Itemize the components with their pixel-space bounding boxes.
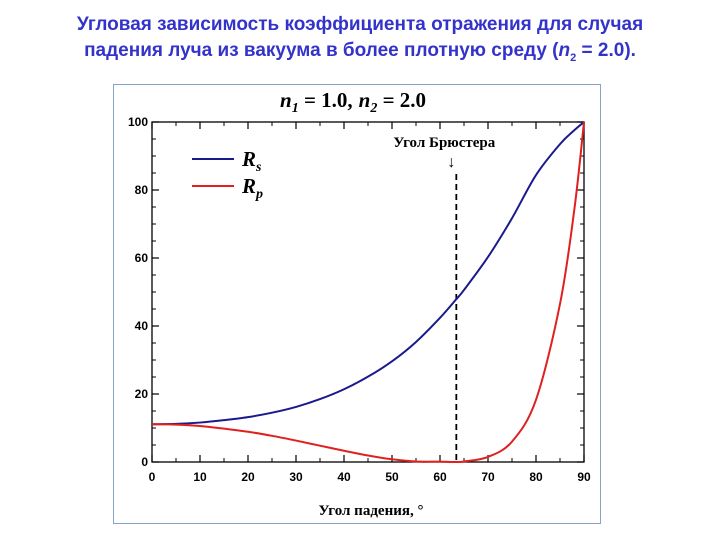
y-tick-label: 80 xyxy=(135,183,149,197)
x-axis-label: Угол падения, ° xyxy=(319,503,424,519)
series-line-rs xyxy=(151,121,585,426)
x-tick-label: 40 xyxy=(337,470,351,484)
title-n-subscript: 2 xyxy=(570,51,577,64)
x-tick-label: 10 xyxy=(193,470,207,484)
y-tick-label: 60 xyxy=(135,251,149,265)
x-tick-label: 90 xyxy=(577,470,591,484)
series-line-rp xyxy=(151,121,585,464)
brewster-arrow: ↓ xyxy=(447,154,455,171)
n2-value: = 2.0 xyxy=(377,88,426,112)
x-tick-label: 60 xyxy=(433,470,447,484)
title-n-symbol: n xyxy=(558,40,571,61)
n1-subscript: 1 xyxy=(292,101,299,116)
x-tick-label: 70 xyxy=(481,470,495,484)
plot-area xyxy=(151,121,585,463)
n2-subscript: 2 xyxy=(369,101,377,116)
slide-title-line-2: падения луча из вакуума в более плотную … xyxy=(0,38,720,71)
brewster-angle-label: Угол Брюстера xyxy=(393,135,495,151)
y-tick-label: 40 xyxy=(135,319,149,333)
x-tick-label: 80 xyxy=(529,470,543,484)
legend-rs-symbol: R xyxy=(241,147,256,171)
legend-label-rp: Rp xyxy=(241,174,263,202)
y-tick-label: 0 xyxy=(141,455,148,469)
legend-rs-subscript: s xyxy=(255,160,262,175)
x-tick-label: 30 xyxy=(289,470,303,484)
x-tick-label: 0 xyxy=(149,470,156,484)
axis-ticks xyxy=(151,121,585,463)
refractive-index-header: n1 = 1.0, n2 = 2.0 xyxy=(280,88,426,116)
legend-rp-symbol: R xyxy=(241,174,256,198)
n2-symbol: n xyxy=(359,88,371,112)
reflectance-chart: n1 = 1.0, n2 = 2.0 0 10 20 30 40 50 60 70 80 90020… xyxy=(128,88,591,519)
x-tick-label: 50 xyxy=(385,470,399,484)
legend-rp-subscript: p xyxy=(255,187,263,202)
axis-tick-labels: 0 10 20 30 40 50 60 70 80 90 0 20 40 60 80 100 xyxy=(128,115,591,484)
n1-value: = 1.0, xyxy=(299,88,353,112)
y-tick-label: 20 xyxy=(135,387,149,401)
slide-title-line-1: Угловая зависимость коэффициента отражен… xyxy=(76,14,644,35)
x-tick-label: 20 xyxy=(241,470,255,484)
y-tick-label: 100 xyxy=(128,115,148,129)
title-line2-pre: падения луча из вакуума в более плотную … xyxy=(84,40,559,61)
legend: Rs Rp xyxy=(192,147,263,202)
slide-title: Угловая зависимость коэффициента отражен… xyxy=(0,12,720,71)
n1-symbol: n xyxy=(280,88,292,112)
title-line2-post: = 2.0). xyxy=(576,40,636,61)
legend-label-rs: Rs xyxy=(241,147,262,175)
chart-frame: n1 = 1.0, n2 = 2.0 0 10 20 30 40 50 60 70 80 90 0 20… xyxy=(113,84,601,524)
